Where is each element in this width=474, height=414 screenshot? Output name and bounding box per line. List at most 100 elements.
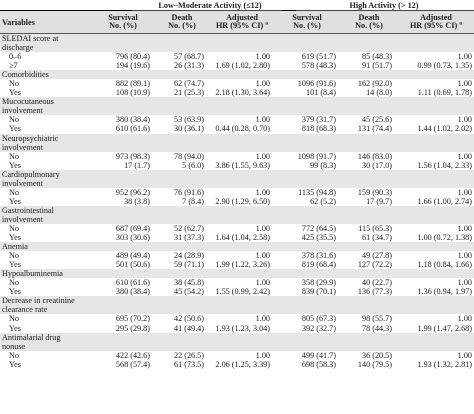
adjusted-hr-high-cell: 1.00: [457, 350, 472, 360]
death-low-cell: 62 (74.7): [173, 79, 204, 89]
death-header-high: Death No. (%): [355, 13, 383, 30]
row-label: Decrease in creatinine: [2, 296, 75, 306]
adjusted-hr-high-cell: 1.00: [457, 278, 472, 288]
group-low-moderate-rule: [132, 10, 282, 11]
adjusted-hr-header-low: Adjusted HR (95% CI) a: [215, 13, 269, 30]
row-label: ≥7: [9, 61, 18, 71]
survival-high-cell: 772 (64.5): [301, 224, 336, 233]
row-label: Antimalarial drug: [2, 332, 61, 342]
results-table: Low–Moderate Activity (≤12) High Activit…: [0, 1, 474, 369]
death-high-cell: 61 (34.7): [361, 233, 392, 243]
row-label: No: [9, 251, 20, 261]
table-row: Yes 501 (50.6) 59 (71.1) 1.99 (1.22, 3.26) 8…: [0, 260, 474, 269]
adjusted-hr-high-cell: 1.36 (0.94, 1.97): [417, 287, 472, 297]
adjusted-hr-low-cell: 1.55 (0.99, 2.42): [215, 287, 270, 297]
death-high-cell: 159 (90.3): [357, 187, 392, 197]
table-row: No 489 (49.4) 24 (28.9) 1.00 378 (31.6) 49 (2…: [0, 251, 474, 260]
row-label: Anemia: [2, 242, 28, 252]
row-label: No: [9, 79, 20, 89]
row-label: No: [9, 278, 20, 288]
survival-low-cell: 38 (3.8): [124, 196, 150, 206]
survival-high-cell: 392 (32.7): [301, 323, 336, 333]
section-label-row: Antimalarial drug: [0, 332, 474, 342]
row-label: Yes: [9, 359, 21, 369]
death-low-cell: 78 (94.0): [173, 151, 204, 161]
row-label: Hypoalbuminemia: [2, 269, 63, 279]
survival-high-cell: 698 (58.3): [301, 359, 336, 369]
survival-low-cell: 695 (70.2): [115, 314, 150, 324]
section-label-row: involvement: [0, 178, 474, 188]
table-row: Yes 568 (57.4) 61 (73.5) 2.06 (1.25, 3.39) 6…: [0, 360, 474, 369]
death-low-cell: 53 (63.9): [173, 115, 204, 125]
group-high-activity-heading: High Activity (> 12): [349, 1, 419, 10]
adjusted-hr-high-cell: 1.99 (1.47, 2.68): [417, 323, 472, 333]
row-label: Yes: [9, 124, 21, 134]
death-low-cell: 45 (54.2): [173, 287, 204, 297]
adjusted-hr-high-cell: 1.00: [457, 251, 472, 261]
row-label: Yes: [9, 260, 21, 270]
survival-high-cell: 1096 (91.6): [297, 79, 336, 89]
adjusted-hr-low-cell: 1.00: [255, 52, 270, 62]
row-label: Neuropsychiatric: [2, 133, 59, 143]
table-row: Yes 303 (30.6) 31 (37.3) 1.64 (1.04, 2.58) 4…: [0, 233, 474, 242]
death-low-cell: 22 (26.5): [173, 350, 204, 360]
row-label: nonuse: [2, 341, 26, 351]
survival-high-cell: 62 (5.2): [310, 196, 336, 206]
survival-low-cell: 882 (89.1): [115, 79, 150, 89]
survival-high-cell: 619 (51.7): [301, 52, 336, 62]
group-low-moderate-heading: Low–Moderate Activity (≤12): [158, 1, 262, 10]
row-label: SLEDAI score at: [2, 34, 59, 44]
survival-high-cell: 578 (48.3): [301, 61, 336, 71]
death-low-cell: 76 (91.6): [173, 187, 204, 197]
row-label: Yes: [9, 233, 21, 243]
survival-header-low: Survival No. (%): [108, 13, 138, 30]
section-label-row: involvement: [0, 106, 474, 116]
survival-low-cell: 303 (30.6): [115, 233, 150, 243]
row-label: No: [9, 350, 20, 360]
death-low-cell: 21 (25.3): [173, 88, 204, 98]
row-label: involvement: [2, 142, 43, 152]
adjusted-hr-low-cell: 3.86 (1.55, 9.63): [215, 160, 270, 170]
death-high-cell: 136 (77.3): [357, 287, 392, 297]
column-header-row: Variables Survival No. (%) Death No. (%) A…: [0, 10, 474, 34]
death-high-cell: 162 (92.0): [357, 79, 392, 89]
survival-high-cell: 379 (31.7): [301, 115, 336, 125]
adjusted-hr-high-cell: 1.00: [457, 187, 472, 197]
row-label: No: [9, 187, 20, 197]
death-low-cell: 7 (8.4): [182, 196, 204, 206]
section-label-row: Neuropsychiatric: [0, 133, 474, 143]
section-label-row: Comorbidities: [0, 70, 474, 80]
death-low-cell: 24 (28.9): [173, 251, 204, 261]
row-label: Mucocutaneous: [2, 97, 54, 107]
death-low-cell: 31 (37.3): [173, 233, 204, 243]
survival-low-cell: 568 (57.4): [115, 359, 150, 369]
survival-low-cell: 295 (29.8): [115, 323, 150, 333]
adjusted-hr-low-cell: 1.00: [255, 151, 270, 161]
table-row: No 695 (70.2) 42 (50.6) 1.00 805 (67.3) 98 (5…: [0, 314, 474, 323]
table-row: Yes 108 (10.9) 21 (25.3) 2.18 (1.30, 3.64) 1…: [0, 88, 474, 97]
adjusted-hr-high-cell: 1.11 (0.69, 1.78): [417, 88, 472, 98]
table-row: No 687 (69.4) 52 (62.7) 1.00 772 (64.5) 115 (…: [0, 224, 474, 233]
death-high-cell: 140 (79.5): [357, 359, 392, 369]
survival-high-cell: 1098 (91.7): [297, 151, 336, 161]
table-row: Yes 610 (61.6) 30 (36.1) 0.44 (0.28, 0.70) 8…: [0, 124, 474, 133]
death-high-cell: 36 (20.5): [361, 350, 392, 360]
death-high-cell: 146 (83.0): [357, 151, 392, 161]
death-high-cell: 78 (44.3): [361, 323, 392, 333]
section-label-row: Mucocutaneous: [0, 97, 474, 107]
row-label: Yes: [9, 160, 21, 170]
adjusted-hr-high-cell: 1.00 (0.72, 1.38): [417, 233, 472, 243]
death-high-cell: 131 (74.4): [357, 124, 392, 134]
section-label-row: Anemia: [0, 242, 474, 252]
death-low-cell: 59 (71.1): [173, 260, 204, 270]
table-row: Yes 38 (3.8) 7 (8.4) 2.90 (1.29, 6.50) 62 (5…: [0, 197, 474, 206]
table-row: No 422 (42.6) 22 (26.5) 1.00 499 (41.7) 36 (2…: [0, 351, 474, 360]
death-high-cell: 14 (8.0): [366, 88, 392, 98]
table-row: Yes 380 (38.4) 45 (54.2) 1.55 (0.99, 2.42) 8…: [0, 287, 474, 296]
survival-high-cell: 101 (8.4): [305, 88, 336, 98]
adjusted-hr-high-cell: 1.18 (0.84, 1.66): [417, 260, 472, 270]
table-row: 0–6 796 (80.4) 57 (68.7) 1.00 619 (51.7) 85 (…: [0, 52, 474, 61]
survival-high-cell: 499 (41.7): [301, 350, 336, 360]
section-label-row: Hypoalbuminemia: [0, 269, 474, 279]
death-high-cell: 127 (72.2): [357, 260, 392, 270]
